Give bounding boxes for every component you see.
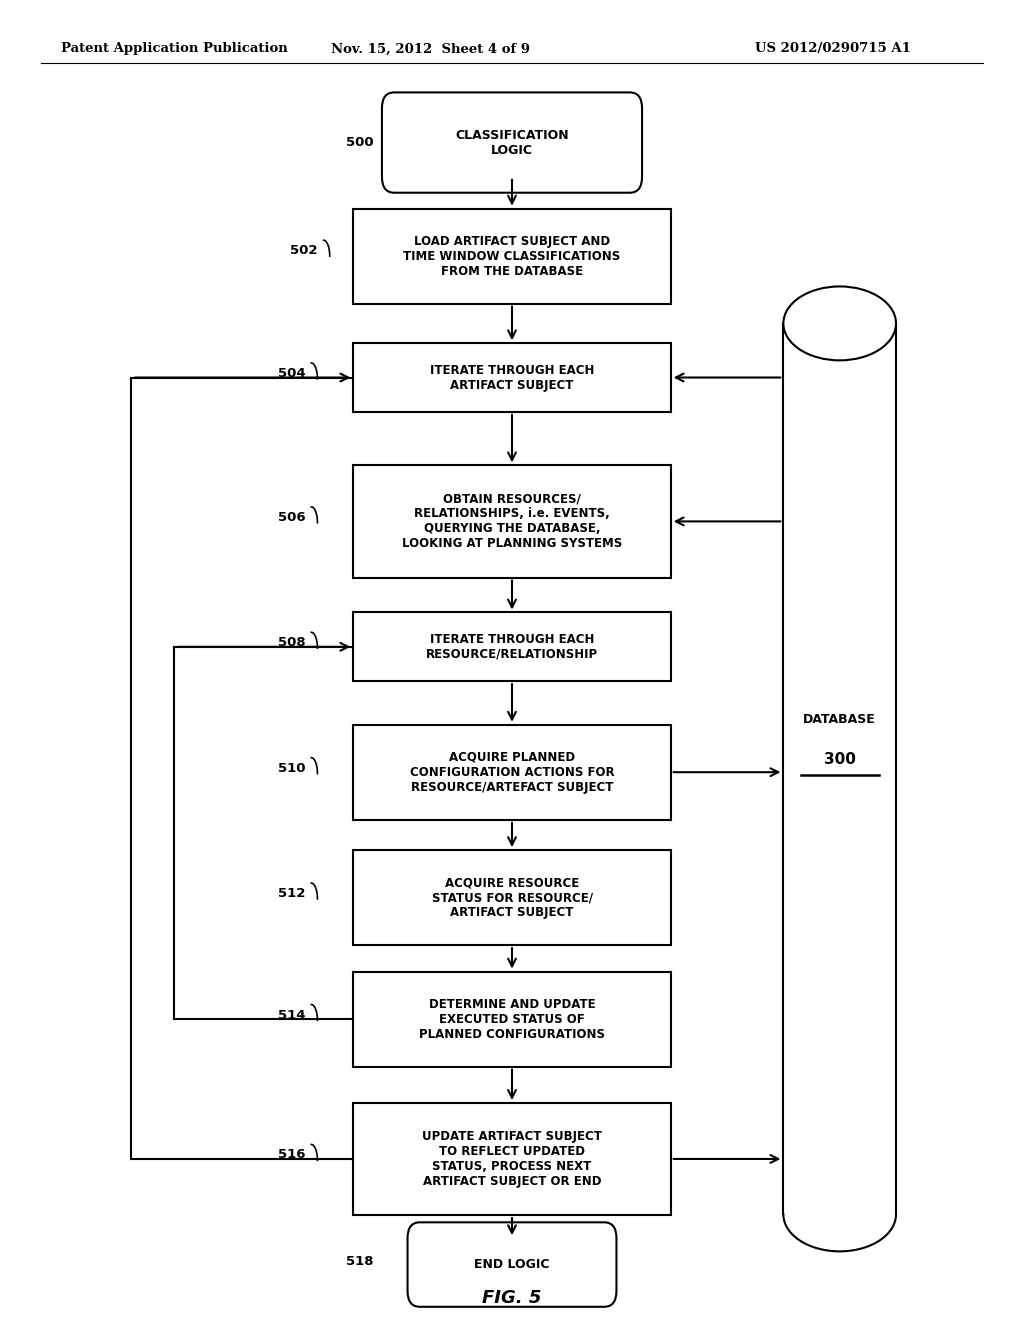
FancyBboxPatch shape: [382, 92, 642, 193]
Bar: [353, 972, 671, 1067]
Text: FIG. 5: FIG. 5: [482, 1288, 542, 1307]
Text: 508: 508: [278, 636, 305, 649]
Text: 512: 512: [278, 887, 305, 900]
Text: 504: 504: [278, 367, 305, 380]
Bar: [353, 725, 671, 820]
Text: 502: 502: [290, 244, 317, 257]
Text: Patent Application Publication: Patent Application Publication: [61, 42, 288, 55]
Text: LOAD ARTIFACT SUBJECT AND
TIME WINDOW CLASSIFICATIONS
FROM THE DATABASE: LOAD ARTIFACT SUBJECT AND TIME WINDOW CL…: [403, 235, 621, 277]
Text: 516: 516: [278, 1148, 305, 1162]
Text: DATABASE: DATABASE: [803, 713, 877, 726]
Text: 500: 500: [346, 136, 374, 149]
Bar: [353, 1104, 671, 1214]
FancyBboxPatch shape: [408, 1222, 616, 1307]
Text: 300: 300: [823, 751, 856, 767]
Text: 518: 518: [346, 1255, 374, 1269]
Text: END LOGIC: END LOGIC: [474, 1258, 550, 1271]
Text: 506: 506: [278, 511, 305, 524]
Bar: [353, 612, 671, 681]
Bar: [353, 466, 671, 578]
Text: US 2012/0290715 A1: US 2012/0290715 A1: [756, 42, 911, 55]
Text: OBTAIN RESOURCES/
RELATIONSHIPS, i.e. EVENTS,
QUERYING THE DATABASE,
LOOKING AT : OBTAIN RESOURCES/ RELATIONSHIPS, i.e. EV…: [401, 492, 623, 550]
Ellipse shape: [783, 286, 896, 360]
Text: 514: 514: [278, 1008, 305, 1022]
Text: ACQUIRE RESOURCE
STATUS FOR RESOURCE/
ARTIFACT SUBJECT: ACQUIRE RESOURCE STATUS FOR RESOURCE/ AR…: [431, 876, 593, 919]
Text: ITERATE THROUGH EACH
ARTIFACT SUBJECT: ITERATE THROUGH EACH ARTIFACT SUBJECT: [430, 363, 594, 392]
Bar: [353, 209, 671, 304]
Text: Nov. 15, 2012  Sheet 4 of 9: Nov. 15, 2012 Sheet 4 of 9: [331, 42, 529, 55]
Text: 510: 510: [278, 762, 305, 775]
Text: ACQUIRE PLANNED
CONFIGURATION ACTIONS FOR
RESOURCE/ARTEFACT SUBJECT: ACQUIRE PLANNED CONFIGURATION ACTIONS FO…: [410, 751, 614, 793]
Text: UPDATE ARTIFACT SUBJECT
TO REFLECT UPDATED
STATUS, PROCESS NEXT
ARTIFACT SUBJECT: UPDATE ARTIFACT SUBJECT TO REFLECT UPDAT…: [422, 1130, 602, 1188]
Bar: [353, 343, 671, 412]
Text: CLASSIFICATION
LOGIC: CLASSIFICATION LOGIC: [456, 128, 568, 157]
Text: ITERATE THROUGH EACH
RESOURCE/RELATIONSHIP: ITERATE THROUGH EACH RESOURCE/RELATIONSH…: [426, 632, 598, 661]
Bar: [353, 850, 671, 945]
Text: DETERMINE AND UPDATE
EXECUTED STATUS OF
PLANNED CONFIGURATIONS: DETERMINE AND UPDATE EXECUTED STATUS OF …: [419, 998, 605, 1040]
